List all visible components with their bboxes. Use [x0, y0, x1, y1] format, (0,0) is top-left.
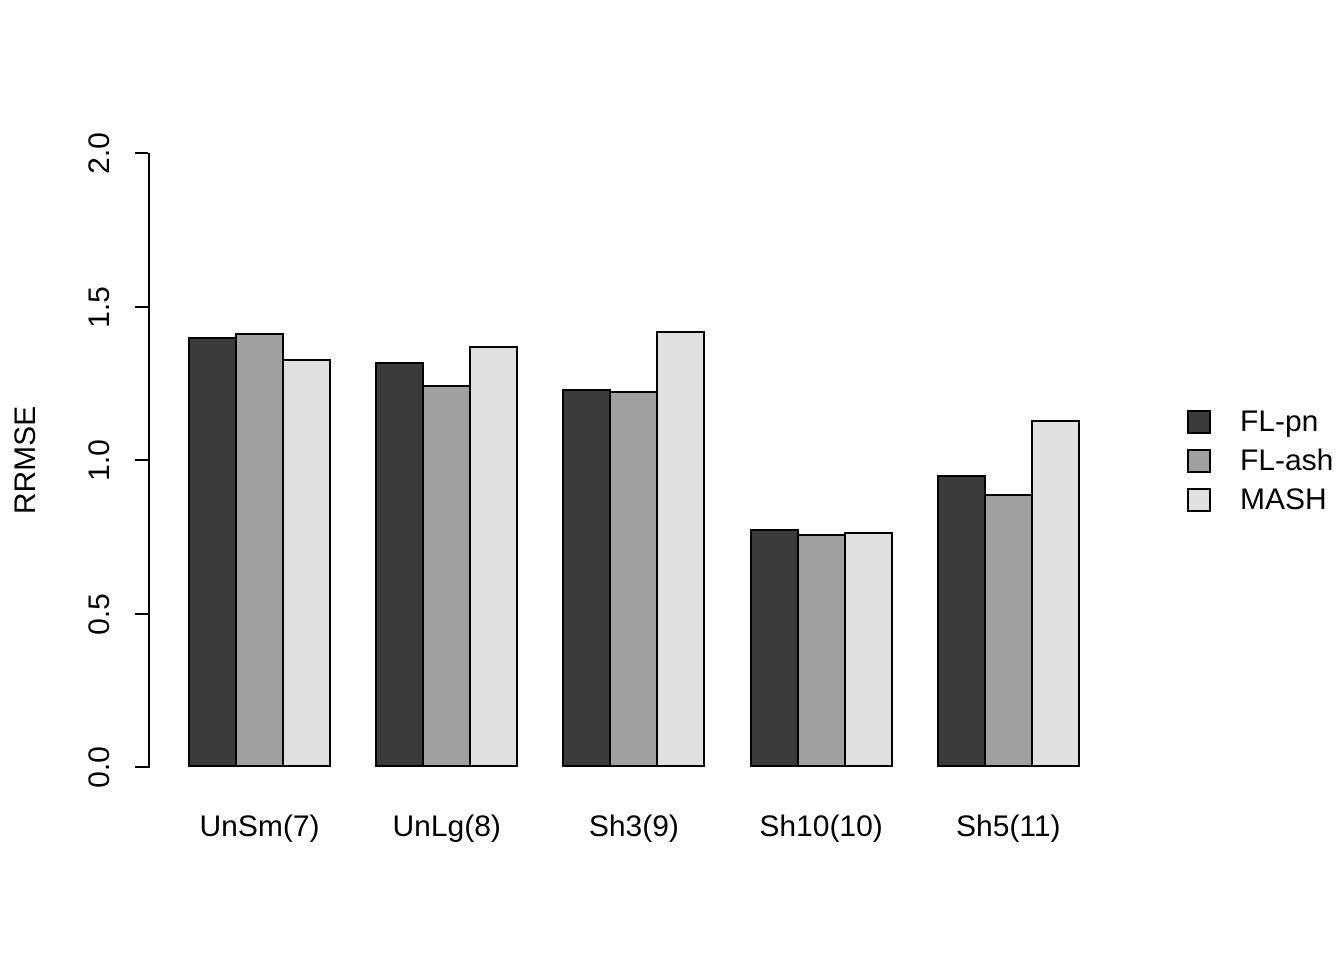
legend-swatch-mash — [1187, 488, 1211, 512]
bar-fl-pn-sh1010 — [750, 529, 799, 767]
x-axis-category-label: Sh3(9) — [588, 810, 679, 843]
bar-fl-ash-sh1010 — [797, 534, 846, 767]
y-axis-tick — [135, 459, 148, 461]
y-axis-tick-label: 0.0 — [83, 746, 116, 788]
y-axis-line — [148, 153, 150, 768]
x-axis-category-label: UnLg(8) — [392, 810, 501, 843]
x-axis-category-label: Sh10(10) — [759, 810, 883, 843]
legend-label-mash: MASH — [1240, 483, 1327, 516]
bar-mash-unsm7 — [282, 359, 331, 767]
y-axis-tick — [135, 612, 148, 615]
bar-fl-pn-unlg8 — [375, 362, 424, 767]
legend-label-fl-pn: FL-pn — [1240, 405, 1319, 438]
x-axis-category-label: Sh5(11) — [956, 810, 1061, 843]
y-axis-tick-label: 0.5 — [83, 592, 116, 635]
y-axis-title: RRMSE — [9, 405, 42, 515]
bar-fl-pn-sh511 — [937, 475, 986, 767]
y-axis-tick-label: 1.5 — [83, 285, 116, 328]
bar-mash-sh39 — [656, 331, 705, 767]
bar-fl-ash-sh39 — [609, 391, 658, 767]
bar-fl-ash-sh511 — [984, 494, 1033, 767]
legend-swatch-fl-ash — [1187, 449, 1211, 473]
legend-label-fl-ash: FL-ash — [1240, 444, 1334, 477]
bar-fl-pn-sh39 — [562, 389, 611, 767]
x-axis-category-label: UnSm(7) — [199, 810, 320, 843]
bar-mash-sh1010 — [844, 532, 893, 767]
y-axis-tick — [135, 305, 148, 308]
legend-swatch-fl-pn — [1187, 410, 1211, 434]
bar-fl-ash-unsm7 — [235, 333, 284, 767]
y-axis-tick — [135, 152, 148, 154]
y-axis-tick-label: 1.0 — [83, 439, 116, 481]
bar-fl-ash-unlg8 — [422, 385, 471, 767]
y-axis-tick — [135, 766, 148, 768]
bar-mash-unlg8 — [469, 346, 518, 767]
y-axis-tick-label: 2.0 — [83, 132, 116, 174]
bar-mash-sh511 — [1031, 420, 1080, 767]
bar-fl-pn-unsm7 — [188, 337, 237, 767]
